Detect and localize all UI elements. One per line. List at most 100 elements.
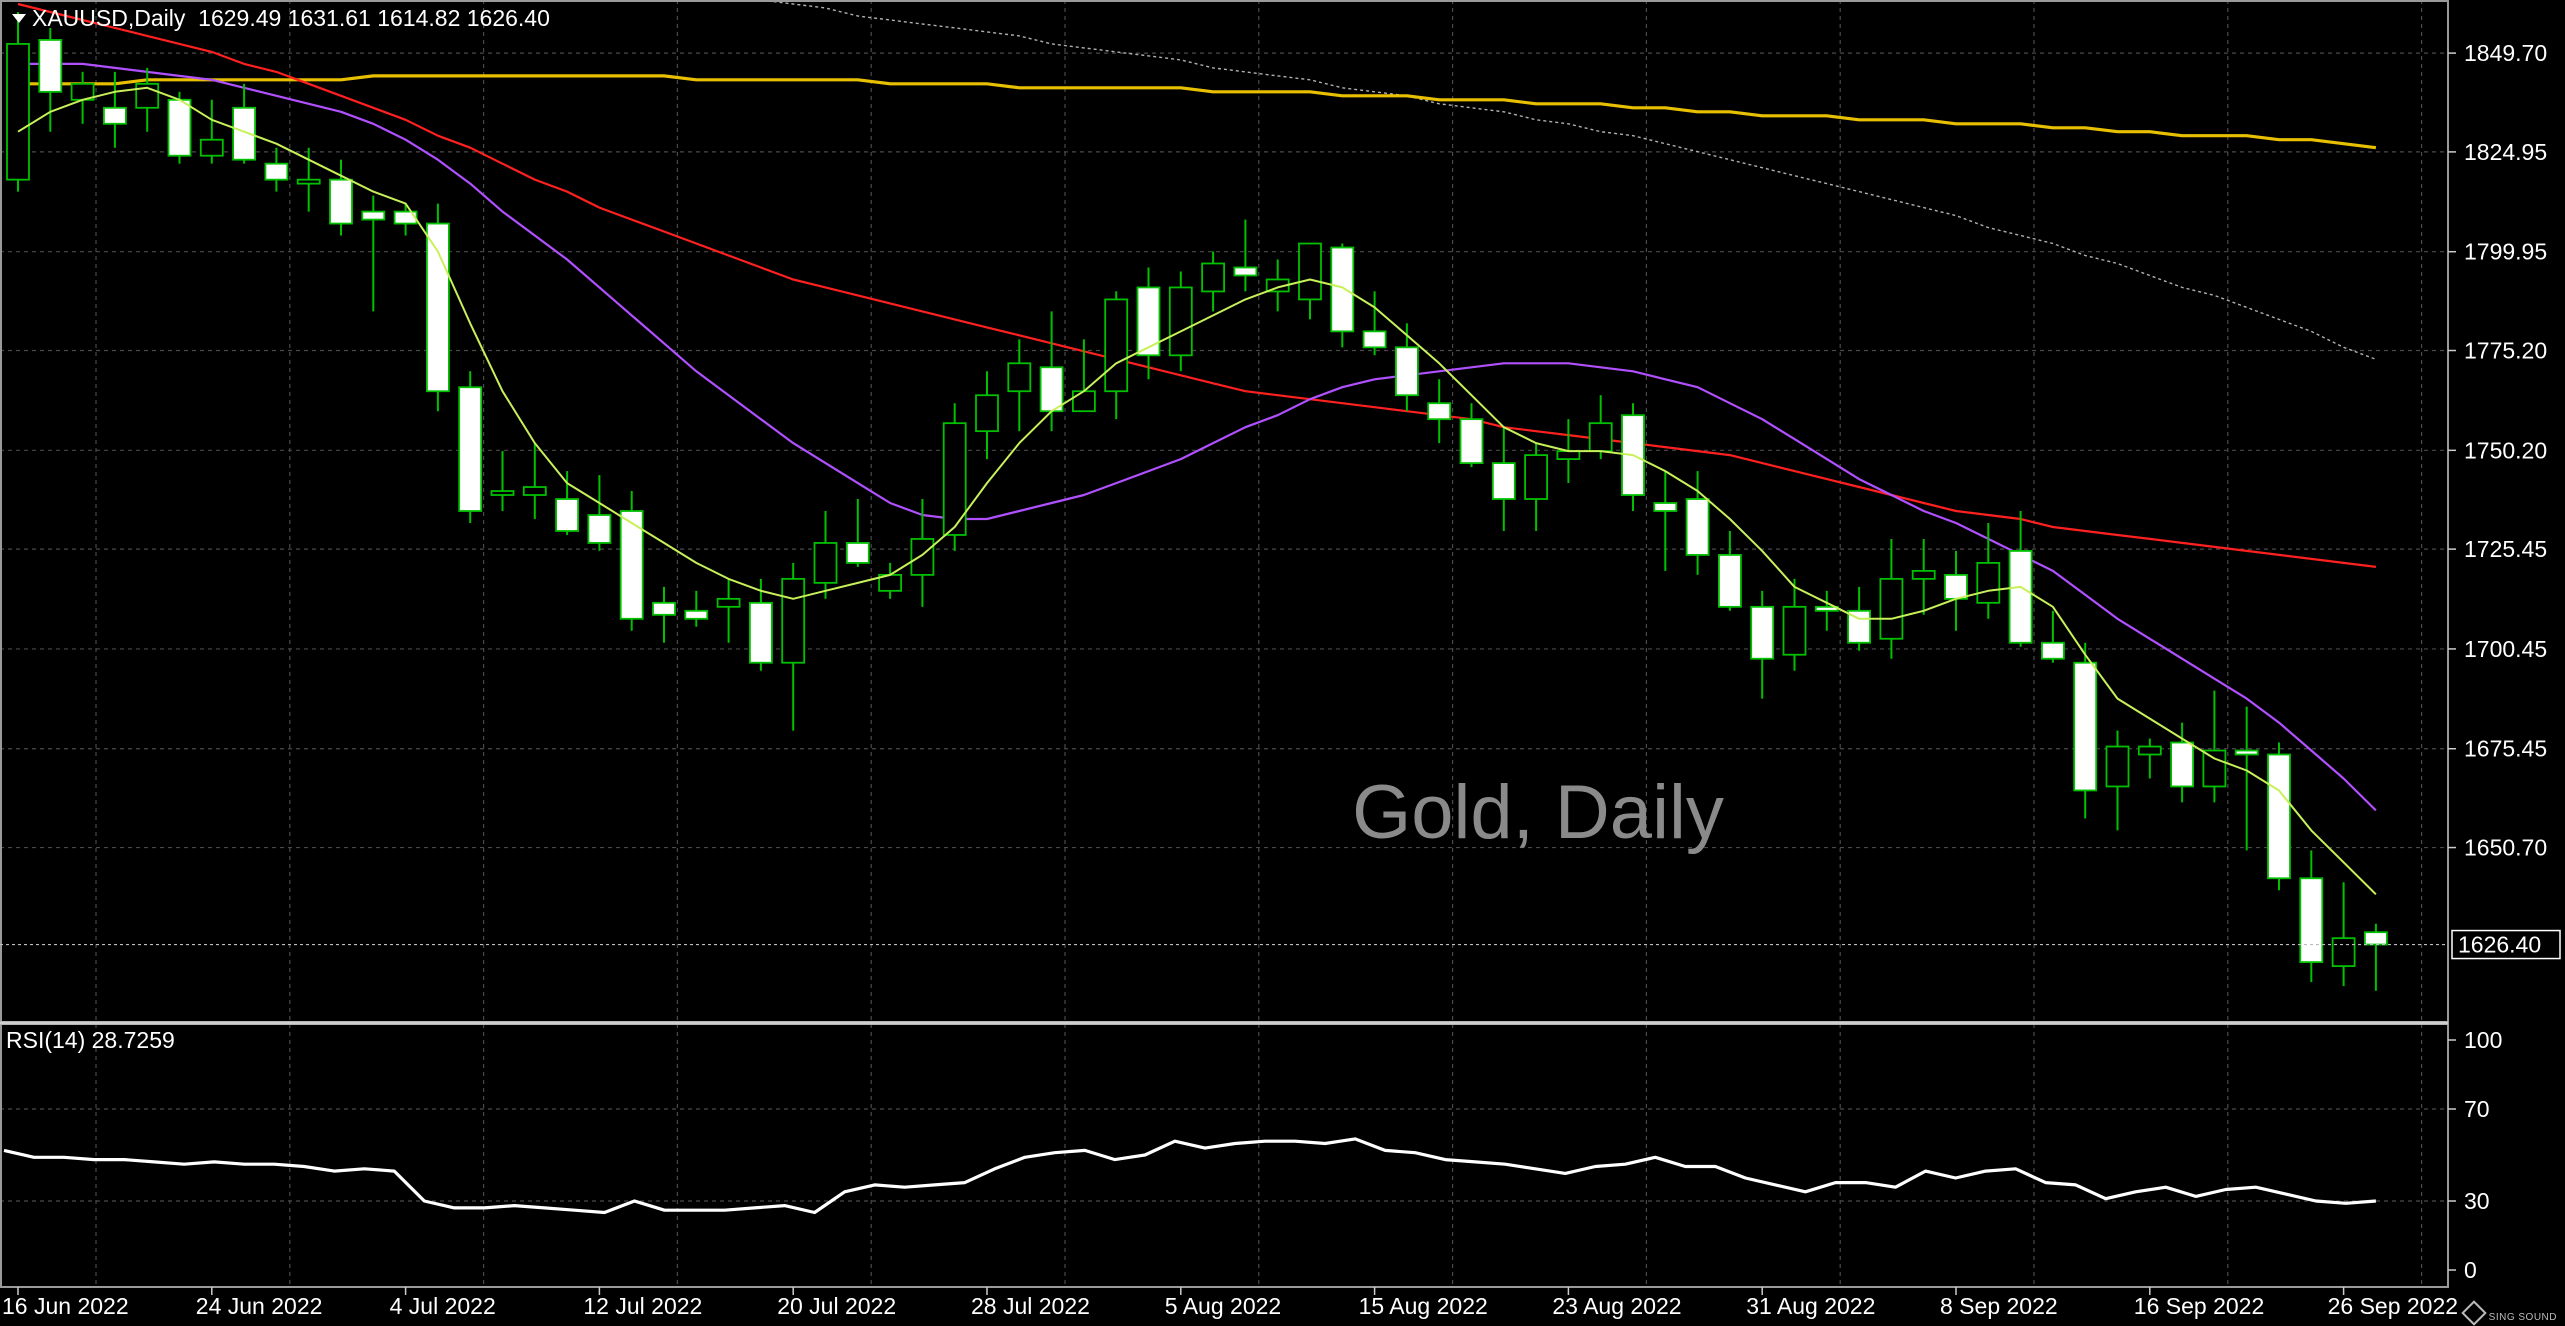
watermark: Gold, Daily <box>1352 770 1724 855</box>
x-tick-label: 31 Aug 2022 <box>1746 1293 1875 1319</box>
candle-body <box>1395 346 1419 397</box>
ma-medium-line <box>18 62 2377 812</box>
x-tick-label: 28 Jul 2022 <box>971 1293 1090 1319</box>
candle-body <box>167 98 192 157</box>
candle-body <box>1782 605 1807 656</box>
candle-body <box>361 210 386 221</box>
candle-body <box>1136 286 1161 357</box>
logo-diamond-icon <box>2460 1300 2487 1326</box>
candle-body <box>1330 246 1355 333</box>
x-tick-label: 16 Sep 2022 <box>2134 1293 2264 1319</box>
ohlc-header: XAUUSD,Daily 1629.49 1631.61 1614.82 162… <box>12 5 550 32</box>
candle-body <box>1459 418 1484 464</box>
candle-body <box>2331 937 2356 968</box>
x-tick-label: 24 Jun 2022 <box>196 1293 323 1319</box>
y-tick-label: 1700.45 <box>2464 636 2547 662</box>
candle-body <box>1944 573 1968 600</box>
candle-body <box>845 542 870 564</box>
candle-body <box>199 138 224 157</box>
candle-body <box>1104 298 1129 393</box>
grid <box>0 0 2448 1287</box>
candle-body <box>1879 577 1904 640</box>
ma-verylong-series <box>755 0 2377 360</box>
candle-body <box>522 486 547 496</box>
candle-body <box>1362 330 1387 349</box>
candle-body <box>2105 745 2130 788</box>
y-tick-label: 1675.45 <box>2464 736 2547 762</box>
x-tick-label: 15 Aug 2022 <box>1359 1293 1488 1319</box>
x-tick-label: 8 Sep 2022 <box>1940 1293 2058 1319</box>
candle-body <box>425 222 450 393</box>
rsi-y-tick-label: 70 <box>2464 1096 2490 1122</box>
candle-body <box>1007 362 1032 393</box>
candle-body <box>1427 402 1452 421</box>
candle-body <box>1750 605 1775 660</box>
x-tick-label: 26 Sep 2022 <box>2328 1293 2458 1319</box>
ma-slow-line <box>17 2 2377 568</box>
rsi-y-tick-label: 100 <box>2464 1027 2502 1053</box>
candle-body <box>296 178 321 185</box>
candle-body <box>749 601 773 664</box>
candle-body <box>2202 749 2227 788</box>
candle-body <box>1911 569 1936 580</box>
candle-body <box>2041 641 2065 660</box>
candle-body <box>975 394 999 433</box>
rsi-y-tick-label: 0 <box>2464 1257 2477 1283</box>
candle-body <box>1685 498 1710 556</box>
candle-body <box>38 39 63 93</box>
current-price-tag <box>2451 929 2561 960</box>
y-tick-label: 1824.95 <box>2464 139 2547 165</box>
ma-long-series <box>18 74 2377 150</box>
candle-body <box>264 162 289 181</box>
candle-body <box>232 106 257 161</box>
candle-body <box>1168 286 1193 357</box>
candle-body <box>1718 554 1742 608</box>
candle-body <box>1491 462 1516 500</box>
candle-body <box>652 601 676 616</box>
x-tick-label: 5 Aug 2022 <box>1165 1293 1281 1319</box>
candle-body <box>2008 550 2033 644</box>
candle-body <box>1201 262 1225 293</box>
y-tick-label: 1750.20 <box>2464 437 2547 463</box>
symbol-label: XAUUSD,Daily <box>32 5 186 31</box>
x-tick-label: 23 Aug 2022 <box>1552 1293 1681 1319</box>
candle-body <box>942 422 967 536</box>
candle-body <box>1233 266 1258 277</box>
ma-slow-series <box>17 2 2377 568</box>
candle-body <box>587 514 612 544</box>
candle-body <box>1298 242 1322 301</box>
candle-body <box>684 609 709 620</box>
candle-body <box>103 106 127 125</box>
candle-body <box>813 542 838 584</box>
candles <box>6 11 2388 991</box>
y-tick-label: 1650.70 <box>2464 835 2547 861</box>
candle-body <box>490 490 515 496</box>
candle-body <box>555 498 579 532</box>
candle-body <box>619 510 644 620</box>
ma-fast-line <box>17 86 2377 896</box>
candle-body <box>781 577 806 664</box>
candle-body <box>393 210 418 225</box>
candle-body <box>716 597 741 608</box>
candle-body <box>2299 877 2324 964</box>
ma-verylong-line <box>755 0 2377 360</box>
x-tick-label: 16 Jun 2022 <box>2 1293 129 1319</box>
candle-body <box>1588 422 1613 453</box>
candle-body <box>2234 749 2259 756</box>
candle-body <box>2137 745 2162 756</box>
candle-body <box>2267 753 2291 880</box>
y-tick-label: 1775.20 <box>2464 338 2547 364</box>
ma-long-line <box>18 74 2377 150</box>
candle-body <box>6 43 30 181</box>
candle-body <box>329 178 353 225</box>
candle-body <box>2170 741 2195 788</box>
brand-logo: SING SOUND <box>2460 1300 2557 1326</box>
x-tick-label: 4 Jul 2022 <box>390 1293 496 1319</box>
main-frame <box>0 0 2449 1023</box>
y-tick-label: 1849.70 <box>2464 40 2547 66</box>
candle-body <box>1039 366 1064 413</box>
collapse-triangle-icon[interactable] <box>12 14 26 23</box>
candle-body <box>1556 450 1581 461</box>
